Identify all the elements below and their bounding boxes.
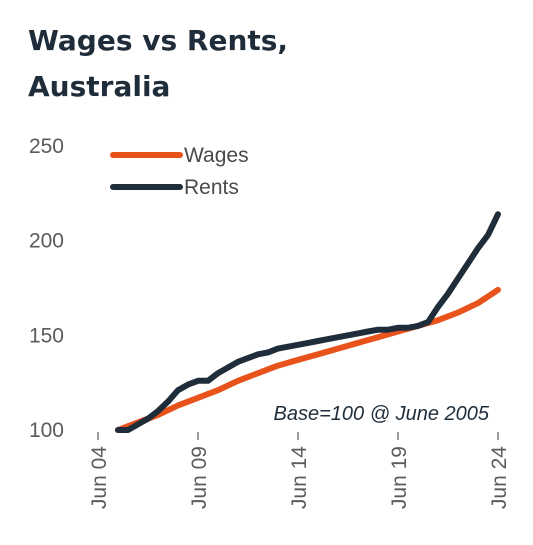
chart-title-line-1: Wages vs Rents, [28, 24, 289, 57]
y-tick-label: 100 [29, 419, 64, 442]
x-tick-label: Jun 04 [88, 446, 111, 509]
x-tick-label: Jun 09 [188, 446, 211, 509]
chart-title-line-2: Australia [28, 70, 171, 103]
y-tick-label: 200 [29, 230, 64, 253]
x-axis: Jun 04 Jun 09 Jun 14 Jun 19 Jun 24 [88, 432, 511, 509]
x-tick-label: Jun 14 [288, 446, 311, 509]
y-axis: 100 150 200 250 [29, 135, 64, 442]
legend: Wages Rents [110, 144, 249, 199]
legend-label-rents: Rents [184, 176, 239, 199]
x-tick-label: Jun 19 [388, 446, 411, 509]
series-lines [115, 211, 501, 433]
x-tick-label: Jun 24 [488, 446, 511, 509]
y-tick-label: 250 [29, 135, 64, 158]
legend-label-wages: Wages [184, 144, 249, 167]
y-tick-label: 150 [29, 324, 64, 347]
series-line-wages [115, 286, 501, 433]
series-line-rents [115, 211, 501, 433]
chart-title: Wages vs Rents, Australia [28, 18, 508, 110]
base-annotation: Base=100 @ June 2005 [274, 403, 490, 425]
